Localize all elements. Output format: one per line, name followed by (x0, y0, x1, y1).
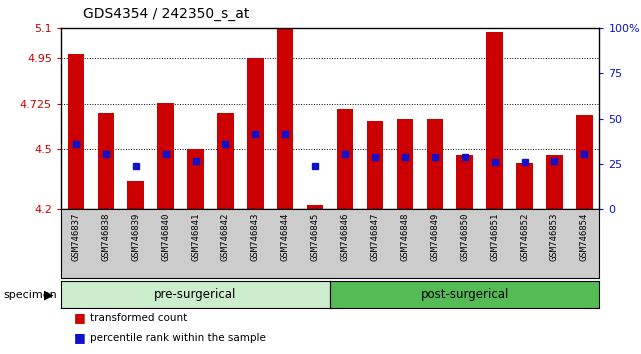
Bar (307, 205, 324, 209)
Text: GSM746837: GSM746837 (71, 212, 80, 261)
Text: GSM746854: GSM746854 (580, 212, 589, 261)
Text: GSM746840: GSM746840 (161, 212, 170, 261)
Text: GSM746853: GSM746853 (550, 212, 559, 261)
Text: GSM746852: GSM746852 (520, 212, 529, 261)
Bar (217, 113, 233, 209)
Bar (277, 28, 294, 209)
Bar (576, 115, 593, 209)
Text: GSM746850: GSM746850 (460, 212, 469, 261)
Text: pre-surgerical: pre-surgerical (154, 288, 237, 301)
Bar (456, 155, 473, 209)
Bar (517, 163, 533, 209)
Bar (158, 103, 174, 209)
Bar (546, 155, 563, 209)
Text: specimen: specimen (3, 290, 57, 300)
Text: GSM746838: GSM746838 (101, 212, 110, 261)
Text: GSM746846: GSM746846 (340, 212, 349, 261)
Text: ■: ■ (74, 331, 85, 344)
Text: post-surgerical: post-surgerical (420, 288, 509, 301)
Bar (337, 109, 353, 209)
Text: ▶: ▶ (44, 288, 53, 301)
Text: GSM746848: GSM746848 (401, 212, 410, 261)
Bar (247, 58, 263, 209)
Text: transformed count: transformed count (90, 313, 187, 323)
Text: GSM746842: GSM746842 (221, 212, 230, 261)
Text: ■: ■ (74, 312, 85, 325)
Bar (97, 113, 114, 209)
Bar (487, 32, 503, 209)
Text: GSM746839: GSM746839 (131, 212, 140, 261)
Text: GSM746851: GSM746851 (490, 212, 499, 261)
Bar (128, 181, 144, 209)
Bar (68, 55, 84, 209)
Text: GDS4354 / 242350_s_at: GDS4354 / 242350_s_at (83, 7, 250, 21)
Bar (187, 149, 204, 209)
Text: GSM746845: GSM746845 (311, 212, 320, 261)
Text: GSM746843: GSM746843 (251, 212, 260, 261)
Bar (367, 121, 383, 209)
Text: GSM746841: GSM746841 (191, 212, 200, 261)
Bar (427, 119, 443, 209)
Bar (397, 119, 413, 209)
Text: GSM746849: GSM746849 (430, 212, 439, 261)
Text: percentile rank within the sample: percentile rank within the sample (90, 333, 265, 343)
Text: GSM746847: GSM746847 (370, 212, 379, 261)
Text: GSM746844: GSM746844 (281, 212, 290, 261)
